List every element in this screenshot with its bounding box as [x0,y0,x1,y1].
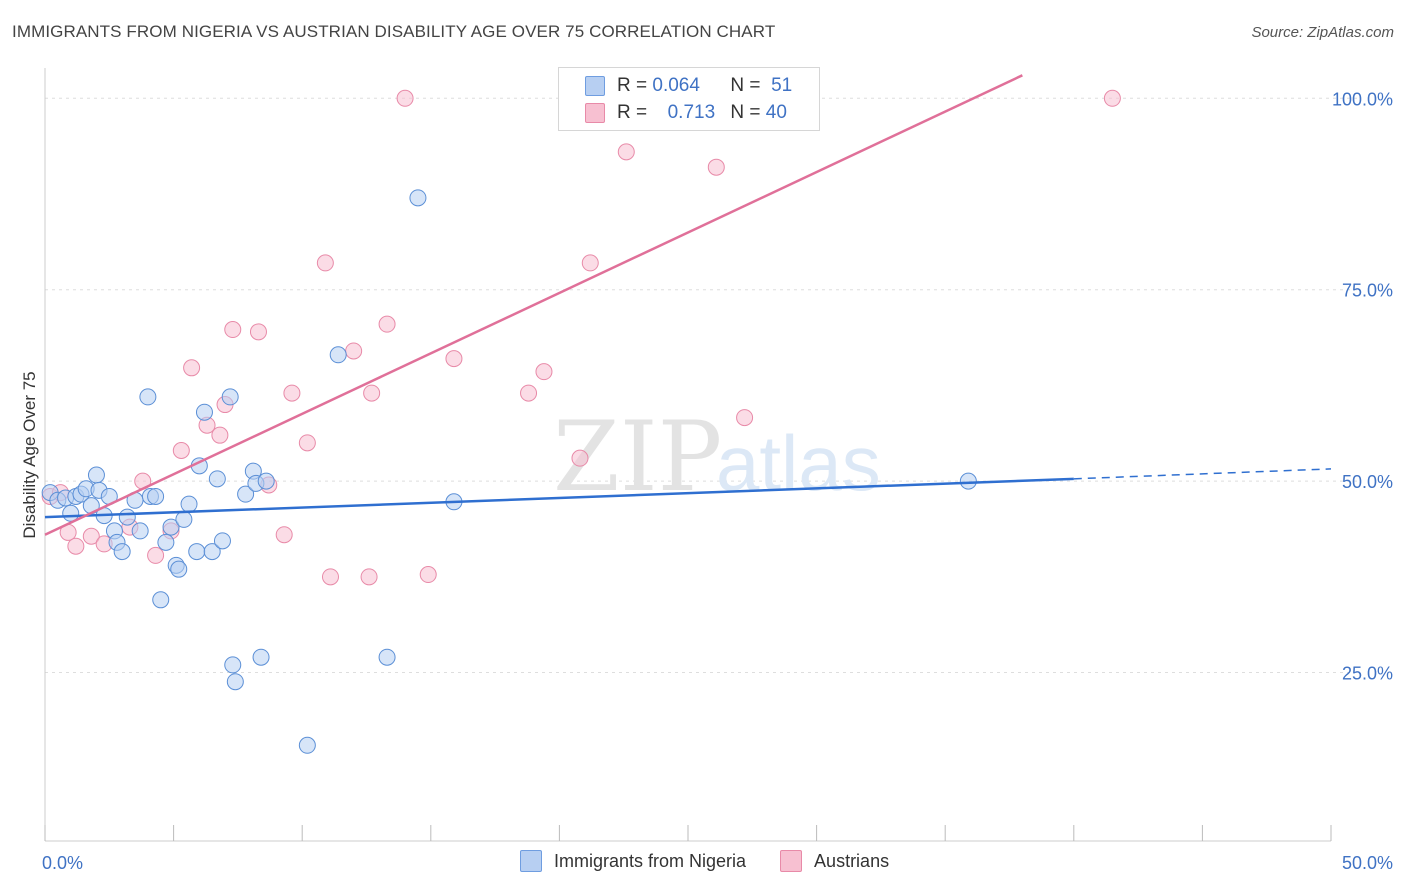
austrians-point-29 [445,350,463,368]
nigeria-point-31 [203,543,221,561]
austrians-point-33 [581,254,599,272]
austrians-point-35 [707,158,725,176]
nigeria-point-20 [147,487,165,505]
nigeria-trend-line [44,477,1074,519]
trend-lines [44,74,1332,536]
nigeria-point-37 [237,485,255,503]
austrians-points [41,89,1121,586]
nigeria-point-22 [157,533,175,551]
austrians-point-4 [82,527,100,545]
austrians-point-39 [1103,89,1121,107]
nigeria-point-32 [208,470,226,488]
source-label: Source: ZipAtlas.com [1251,24,1394,41]
austrians-point-28 [419,566,437,584]
legend-swatch-nigeria [585,76,605,96]
grid-lines [45,97,1361,674]
nigeria-point-28 [188,543,206,561]
y-axis-label: Disability Age Over 75 [20,371,39,538]
legend-label-austrians: Austrians [814,850,890,871]
nigeria-point-47 [959,472,977,490]
tick-labels: 25.0% 50.0% 75.0% 100.0% 0.0% 50.0% [42,89,1393,873]
r-value-austrians: 0.713 [667,102,716,123]
austrians-point-37 [736,409,754,427]
nigeria-point-33 [213,532,231,550]
y-tick-label-1: 50.0% [1342,472,1393,492]
chart-title: IMMIGRANTS FROM NIGERIA VS AUSTRIAN DISA… [12,22,776,41]
nigeria-point-44 [378,648,396,666]
stats-legend: R = 0.064 N = 51 R = 0.713 N = 40 [558,67,820,131]
nigeria-points [41,189,977,754]
austrians-point-13 [211,426,229,444]
legend-label-nigeria: Immigrants from Nigeria [554,850,747,871]
nigeria-point-14 [113,543,131,561]
austrians-point-24 [360,568,378,586]
nigeria-point-35 [224,656,242,674]
r-value-nigeria: 0.064 [652,75,700,96]
austrians-point-15 [224,321,242,339]
stats-row-nigeria: R = 0.064 N = 51 [585,72,792,100]
austrians-point-32 [571,449,589,467]
austrians-point-30 [520,384,538,402]
nigeria-point-30 [195,403,213,421]
austrians-point-10 [172,442,190,459]
legend-item-austrians[interactable]: Austrians [780,850,889,872]
nigeria-point-34 [221,388,239,406]
nigeria-point-41 [252,648,270,666]
nigeria-point-25 [170,560,188,578]
n-value-nigeria: 51 [771,75,793,96]
austrians-point-21 [316,254,334,272]
nigeria-trend-extension [1073,468,1332,480]
y-tick-label-2: 75.0% [1342,281,1393,301]
austrians-point-25 [363,384,381,402]
nigeria-point-17 [131,522,149,540]
r-label: R = [617,102,648,123]
austrians-point-18 [275,526,293,544]
watermark-atlas: atlas [716,419,881,507]
y-tick-label-0: 25.0% [1342,664,1393,684]
nigeria-point-21 [152,591,170,609]
legend-swatch-austrians [780,850,803,872]
austrians-point-11 [183,359,201,377]
nigeria-point-27 [180,495,198,513]
r-label: R = [617,75,648,96]
nigeria-point-8 [87,466,105,484]
legend-item-nigeria[interactable]: Immigrants from Nigeria [520,850,746,872]
nigeria-point-15 [118,508,136,526]
legend-swatch-austrians [585,103,605,123]
austrians-point-27 [396,89,414,107]
nigeria-point-43 [329,346,347,364]
nigeria-point-40 [257,472,275,490]
nigeria-point-26 [175,510,193,528]
x-tick-label-0: 0.0% [42,853,83,873]
n-label: N = [730,75,761,96]
series-legend: Immigrants from Nigeria Austrians [520,850,923,872]
austrians-point-23 [345,342,363,360]
austrians-trend-line [44,74,1023,536]
axes [44,68,1332,842]
legend-swatch-nigeria [520,850,542,872]
austrians-point-19 [283,384,301,402]
x-tick-label-1: 50.0% [1342,853,1393,873]
austrians-point-31 [535,363,553,381]
nigeria-point-23 [162,518,180,536]
stats-row-austrians: R = 0.713 N = 40 [585,99,787,127]
n-value-austrians: 40 [765,102,787,123]
austrians-point-8 [147,546,165,564]
nigeria-point-36 [226,673,244,691]
austrians-point-20 [298,434,316,452]
austrians-point-34 [617,143,635,161]
austrians-point-3 [67,537,85,555]
austrians-point-16 [249,323,267,341]
nigeria-point-18 [139,388,157,406]
n-label: N = [730,102,761,123]
nigeria-point-45 [409,189,427,207]
austrians-point-22 [321,568,339,586]
y-tick-label-3: 100.0% [1332,89,1393,109]
nigeria-point-42 [298,736,316,754]
austrians-point-26 [378,315,396,333]
